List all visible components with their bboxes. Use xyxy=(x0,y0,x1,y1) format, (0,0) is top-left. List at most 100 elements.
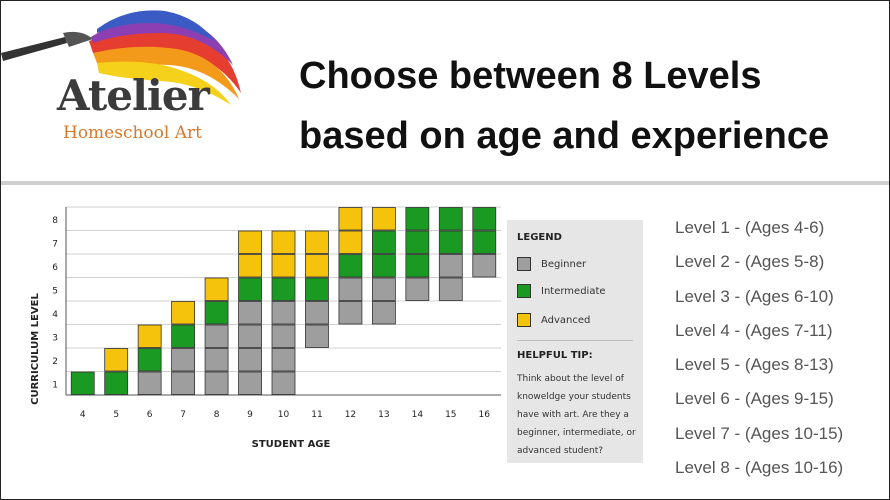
legend-label-advanced: Advanced xyxy=(541,314,591,326)
legend-title: LEGEND xyxy=(517,232,562,243)
legend-swatch-advanced xyxy=(517,313,531,327)
y-tick-label: 8 xyxy=(52,216,58,226)
bar-segment-advanced xyxy=(104,348,129,372)
brand-name: Atelier xyxy=(57,71,210,120)
bar-segment-intermediate xyxy=(305,277,329,301)
brand-subtitle: Homeschool Art xyxy=(63,123,202,143)
bar-segment-beginner xyxy=(204,324,229,348)
level-item-4: Level 4 - (Ages 7-11) xyxy=(675,320,833,340)
x-tick-label: 6 xyxy=(147,410,153,420)
chart-grid xyxy=(65,206,501,396)
level-item-2: Level 2 - (Ages 5-8) xyxy=(675,252,825,272)
bar-segment-intermediate xyxy=(204,301,229,325)
level-item-7: Level 7 - (Ages 10-15) xyxy=(675,423,844,443)
level-item-6: Level 6 - (Ages 9-15) xyxy=(675,389,834,409)
legend-item-intermediate: Intermediate xyxy=(517,284,606,298)
bar-segment-beginner xyxy=(137,371,162,395)
y-tick-label: 3 xyxy=(52,333,58,343)
header: Atelier Homeschool Art Choose between 8 … xyxy=(1,1,889,181)
bar-segment-advanced xyxy=(371,207,396,231)
legend-divider xyxy=(517,340,633,341)
bar-segment-beginner xyxy=(305,324,329,348)
y-tick-label: 4 xyxy=(52,310,58,320)
bar-segment-beginner xyxy=(305,301,329,325)
x-tick-label: 12 xyxy=(345,410,356,420)
bar-segment-advanced xyxy=(338,207,363,231)
bar-segment-intermediate xyxy=(472,230,497,254)
tip-text: Think about the level of knoweldge your … xyxy=(517,374,636,456)
bar-segment-advanced xyxy=(137,324,162,348)
bar-segment-intermediate xyxy=(405,207,430,231)
headline-line-1: Choose between 8 Levels xyxy=(299,55,762,97)
headline-line-2: based on age and experience xyxy=(299,115,830,157)
bar-segment-advanced xyxy=(238,230,262,254)
level-item-8: Level 8 - (Ages 10-16) xyxy=(675,458,844,478)
legend-panel: LEGEND Beginner Intermediate Advanced HE… xyxy=(507,220,643,463)
bar-segment-advanced xyxy=(271,254,296,278)
bar-segment-beginner xyxy=(204,348,229,372)
tip-title: HELPFUL TIP: xyxy=(517,350,593,361)
y-tick-label: 5 xyxy=(52,286,58,296)
x-tick-label: 16 xyxy=(479,410,491,420)
bar-segment-beginner xyxy=(271,348,296,372)
bar-segment-beginner xyxy=(371,277,396,301)
bar-segment-beginner xyxy=(238,348,262,372)
bar-segment-beginner xyxy=(405,277,430,301)
level-list: Level 1 - (Ages 4-6) Level 2 - (Ages 5-8… xyxy=(675,215,843,489)
level-item-5: Level 5 - (Ages 8-13) xyxy=(675,355,834,375)
bar-segment-beginner xyxy=(371,301,396,325)
x-tick-label: 4 xyxy=(80,410,86,420)
bar-segment-beginner xyxy=(338,277,363,301)
bar-segment-intermediate xyxy=(472,207,497,231)
chart-bars xyxy=(70,207,497,395)
bar-segment-intermediate xyxy=(371,254,396,278)
y-axis-label: CURRICULUM LEVEL xyxy=(30,293,41,405)
legend-label-intermediate: Intermediate xyxy=(541,285,606,297)
x-axis-label: STUDENT AGE xyxy=(252,439,331,450)
x-tick-label: 10 xyxy=(278,410,290,420)
bar-segment-beginner xyxy=(238,301,262,325)
y-tick-label: 1 xyxy=(52,380,58,390)
bar-segment-intermediate xyxy=(371,230,396,254)
bar-segment-beginner xyxy=(271,324,296,348)
x-tick-label: 8 xyxy=(214,410,220,420)
x-tick-label: 15 xyxy=(445,410,456,420)
bar-segment-advanced xyxy=(271,230,296,254)
bar-segment-beginner xyxy=(472,254,497,278)
bar-segment-intermediate xyxy=(171,324,196,348)
x-tick-label: 11 xyxy=(311,410,322,420)
bar-segment-beginner xyxy=(438,277,463,301)
bar-segment-beginner xyxy=(438,254,463,278)
bar-segment-advanced xyxy=(238,254,262,278)
header-divider xyxy=(1,181,889,185)
bar-segment-intermediate xyxy=(271,277,296,301)
legend-item-beginner: Beginner xyxy=(517,257,586,271)
x-tick-label: 5 xyxy=(113,410,119,420)
level-item-1: Level 1 - (Ages 4-6) xyxy=(675,218,825,237)
x-tick-label: 9 xyxy=(247,410,253,420)
bar-segment-intermediate xyxy=(137,348,162,372)
y-tick-label: 7 xyxy=(52,239,58,249)
legend-item-advanced: Advanced xyxy=(517,313,590,327)
bar-segment-intermediate xyxy=(238,277,262,301)
bar-segment-beginner xyxy=(171,371,196,395)
bar-segment-intermediate xyxy=(438,207,463,231)
bar-segment-beginner xyxy=(271,301,296,325)
legend-label-beginner: Beginner xyxy=(541,258,587,270)
x-tick-labels: 4 5 6 7 8 9 10 11 12 13 14 15 16 xyxy=(80,410,490,420)
bar-segment-intermediate xyxy=(405,254,430,278)
bar-segment-beginner xyxy=(204,371,229,395)
bar-segment-intermediate xyxy=(438,230,463,254)
bar-segment-beginner xyxy=(271,371,296,395)
bar-segment-beginner xyxy=(238,371,262,395)
bar-segment-beginner xyxy=(338,301,363,325)
bar-segment-advanced xyxy=(338,230,363,254)
x-tick-label: 7 xyxy=(180,410,186,420)
bar-segment-beginner xyxy=(171,348,196,372)
bar-segment-intermediate xyxy=(70,371,95,395)
bar-segment-intermediate xyxy=(104,371,129,395)
bar-segment-advanced xyxy=(305,254,329,278)
bar-segment-advanced xyxy=(305,230,329,254)
